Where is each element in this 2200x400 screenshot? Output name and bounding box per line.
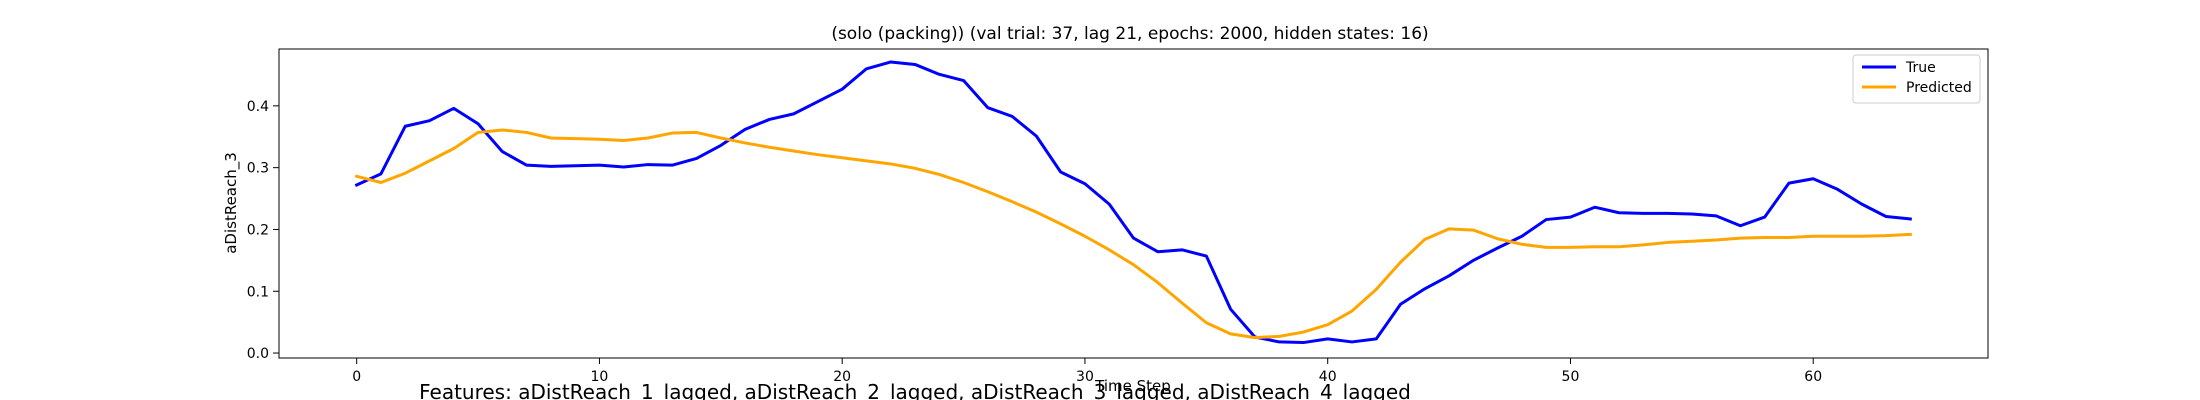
legend-label-predicted: Predicted (1906, 80, 1972, 96)
features-caption: Features: aDistReach_1_lagged, aDistReac… (419, 380, 1411, 400)
x-tick-label: 40 (1319, 369, 1337, 385)
series-line-predicted (354, 128, 1912, 340)
x-tick-label: 10 (591, 369, 609, 385)
series-line-true (354, 60, 1912, 345)
y-tick-label: 0.0 (247, 346, 269, 362)
x-axis: 0 10 20 30 40 50 60 (352, 358, 1822, 385)
y-tick-label: 0.3 (247, 161, 269, 177)
x-tick-label: 30 (1076, 369, 1094, 385)
legend: True Predicted (1852, 54, 1981, 104)
x-tick-label: 20 (833, 369, 851, 385)
y-tick-label: 0.1 (247, 284, 269, 300)
y-tick-label: 0.2 (247, 222, 269, 238)
y-axis-label: aDistReach_3 (222, 152, 241, 254)
x-tick-label: 60 (1804, 369, 1822, 385)
chart-title: (solo (packing)) (val trial: 37, lag 21,… (831, 24, 1428, 44)
y-axis: 0.0 0.1 0.2 0.3 0.4 (247, 99, 279, 362)
x-tick-label: 50 (1562, 369, 1580, 385)
x-tick-label: 0 (352, 369, 361, 385)
y-tick-label: 0.4 (247, 99, 269, 115)
legend-entries: True Predicted (1862, 60, 1972, 96)
legend-label-true: True (1905, 60, 1936, 76)
x-axis-label: Time Step (1094, 377, 1171, 395)
plot-area (278, 48, 1989, 359)
plot-frame (278, 48, 1989, 359)
series-layer (354, 60, 1912, 345)
